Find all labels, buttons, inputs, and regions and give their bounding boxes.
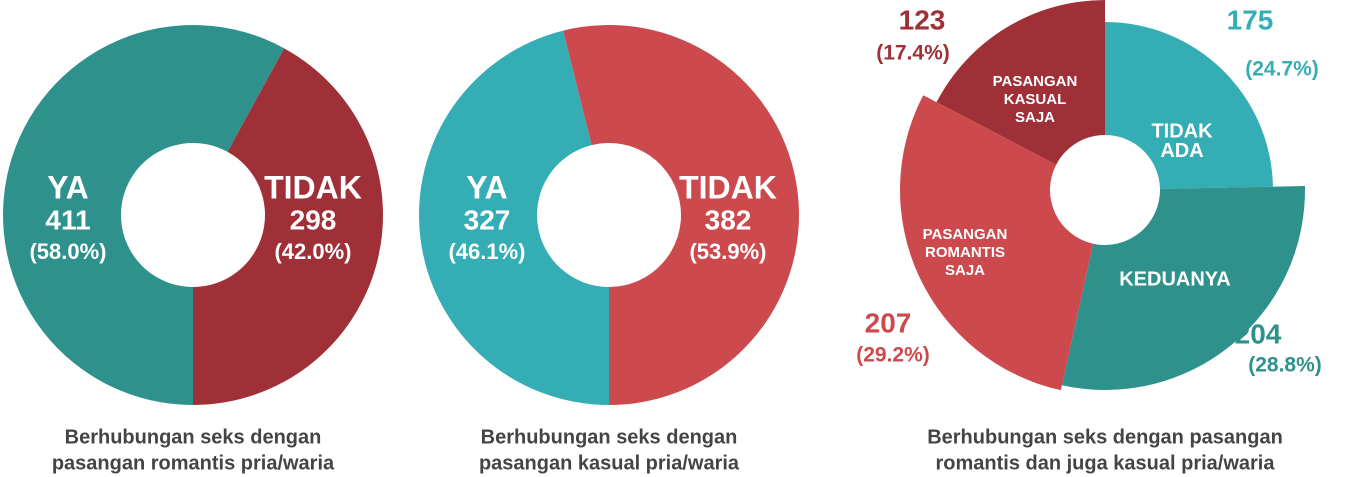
slice-percent: (29.2%) bbox=[856, 344, 930, 367]
chart-caption: pasangan romantis pria/waria bbox=[52, 452, 335, 474]
slice-value: 123 bbox=[899, 4, 946, 35]
slice-name: YA bbox=[47, 169, 89, 205]
slice-percent: (42.0%) bbox=[274, 239, 351, 264]
slice-name: TIDAK bbox=[1151, 120, 1213, 142]
slice bbox=[936, 0, 1105, 165]
chart-caption: Berhubungan seks dengan pasangan bbox=[927, 426, 1283, 448]
slice bbox=[419, 30, 609, 405]
slice-name: TIDAK bbox=[679, 169, 777, 205]
slice-value: 298 bbox=[290, 204, 337, 235]
slice bbox=[1061, 186, 1305, 390]
slice-value: 382 bbox=[705, 204, 752, 235]
slice-name: PASANGAN bbox=[993, 73, 1078, 90]
chart-caption: Berhubungan seks dengan bbox=[65, 426, 322, 448]
chart-caption: Berhubungan seks dengan bbox=[481, 426, 738, 448]
slice-percent: (17.4%) bbox=[876, 42, 950, 65]
chart-caption: romantis dan juga kasual pria/waria bbox=[935, 452, 1275, 474]
slice bbox=[899, 95, 1094, 391]
slice-percent: (24.7%) bbox=[1245, 58, 1319, 81]
slice bbox=[563, 24, 799, 405]
chart-caption: pasangan kasual pria/waria bbox=[479, 452, 740, 474]
slice-name: PASANGAN bbox=[923, 226, 1008, 243]
slice bbox=[3, 24, 285, 406]
slice-percent: (46.1%) bbox=[448, 239, 525, 264]
slice-name: SAJA bbox=[1015, 109, 1055, 126]
slice-name: KASUAL bbox=[1004, 91, 1067, 108]
slice-name: KEDUANYA bbox=[1119, 268, 1231, 290]
slice-name: YA bbox=[466, 169, 508, 205]
slice-value: 327 bbox=[464, 204, 511, 235]
slice-name: SAJA bbox=[945, 262, 985, 279]
slice bbox=[193, 48, 384, 406]
slice-percent: (28.8%) bbox=[1248, 354, 1322, 377]
slice-value: 207 bbox=[865, 307, 912, 338]
slice-name: ROMANTIS bbox=[925, 244, 1005, 261]
slice-percent: (53.9%) bbox=[689, 239, 766, 264]
slice-value: 411 bbox=[45, 204, 90, 235]
slice-value: 204 bbox=[1235, 318, 1282, 349]
slice bbox=[1105, 22, 1273, 189]
slice-name: ADA bbox=[1160, 140, 1203, 162]
slice-percent: (58.0%) bbox=[29, 239, 106, 264]
slice-value: 175 bbox=[1227, 4, 1274, 35]
slice-name: TIDAK bbox=[264, 169, 362, 205]
